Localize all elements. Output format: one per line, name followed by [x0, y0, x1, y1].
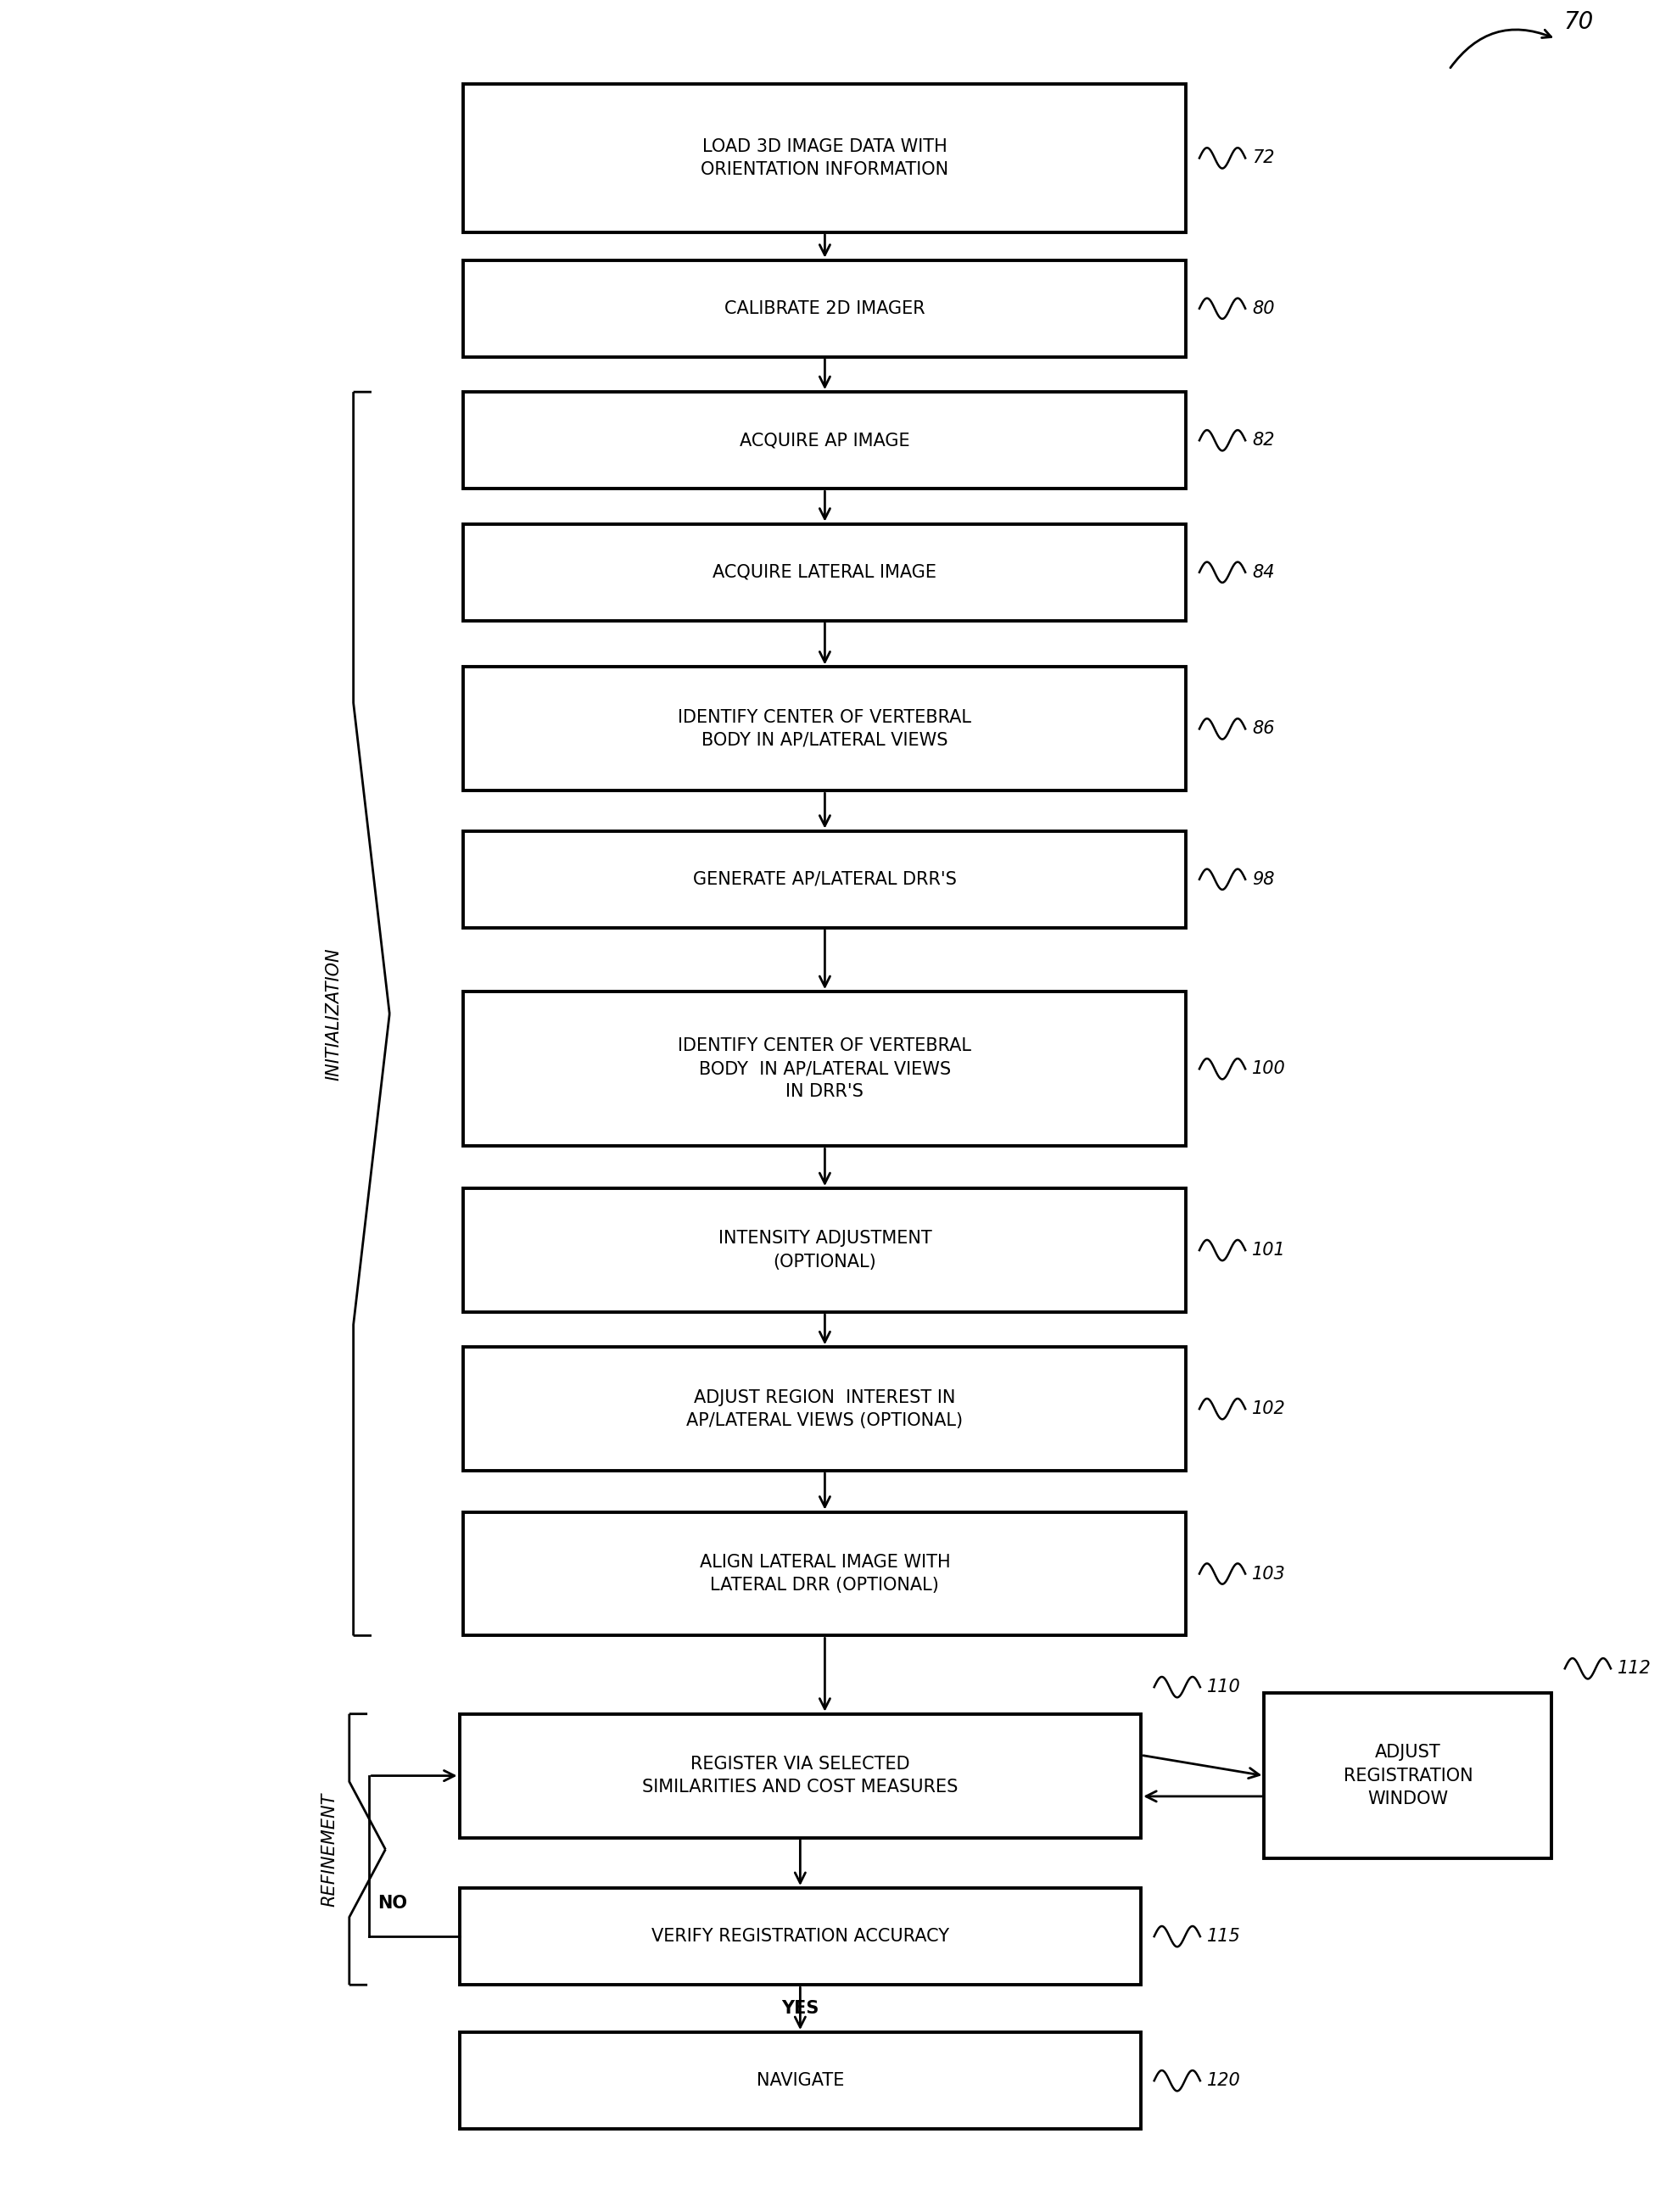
Text: INITIALIZATION: INITIALIZATION [325, 947, 342, 1079]
Text: ADJUST REGION  INTEREST IN
AP/LATERAL VIEWS (OPTIONAL): ADJUST REGION INTEREST IN AP/LATERAL VIE… [686, 1389, 963, 1429]
Text: 120: 120 [1207, 2073, 1240, 2088]
Text: CALIBRATE 2D IMAGER: CALIBRATE 2D IMAGER [724, 301, 925, 316]
Text: 110: 110 [1207, 1679, 1240, 1697]
FancyBboxPatch shape [460, 2033, 1140, 2130]
FancyBboxPatch shape [463, 1188, 1185, 1312]
Text: 103: 103 [1252, 1566, 1285, 1582]
FancyBboxPatch shape [463, 261, 1185, 356]
Text: INTENSITY ADJUSTMENT
(OPTIONAL): INTENSITY ADJUSTMENT (OPTIONAL) [717, 1230, 931, 1270]
FancyBboxPatch shape [463, 524, 1185, 622]
Text: NAVIGATE: NAVIGATE [755, 2073, 843, 2088]
FancyBboxPatch shape [463, 991, 1185, 1146]
Text: YES: YES [780, 2000, 818, 2017]
Text: 72: 72 [1252, 150, 1273, 166]
Text: 84: 84 [1252, 564, 1273, 582]
Text: IDENTIFY CENTER OF VERTEBRAL
BODY IN AP/LATERAL VIEWS: IDENTIFY CENTER OF VERTEBRAL BODY IN AP/… [677, 708, 971, 750]
FancyBboxPatch shape [463, 668, 1185, 790]
Text: VERIFY REGISTRATION ACCURACY: VERIFY REGISTRATION ACCURACY [651, 1929, 948, 1944]
Text: REFINEMENT: REFINEMENT [320, 1792, 339, 1907]
Text: 101: 101 [1252, 1241, 1285, 1259]
Text: 82: 82 [1252, 431, 1273, 449]
Text: NO: NO [377, 1896, 407, 1911]
Text: 100: 100 [1252, 1060, 1285, 1077]
Text: LOAD 3D IMAGE DATA WITH
ORIENTATION INFORMATION: LOAD 3D IMAGE DATA WITH ORIENTATION INFO… [701, 137, 948, 179]
FancyBboxPatch shape [1263, 1694, 1550, 1858]
FancyBboxPatch shape [460, 1889, 1140, 1984]
FancyBboxPatch shape [463, 832, 1185, 927]
FancyBboxPatch shape [463, 84, 1185, 232]
FancyBboxPatch shape [463, 1513, 1185, 1635]
FancyBboxPatch shape [460, 1714, 1140, 1838]
Text: ACQUIRE LATERAL IMAGE: ACQUIRE LATERAL IMAGE [712, 564, 936, 582]
Text: IDENTIFY CENTER OF VERTEBRAL
BODY  IN AP/LATERAL VIEWS
IN DRR'S: IDENTIFY CENTER OF VERTEBRAL BODY IN AP/… [677, 1037, 971, 1099]
Text: ALIGN LATERAL IMAGE WITH
LATERAL DRR (OPTIONAL): ALIGN LATERAL IMAGE WITH LATERAL DRR (OP… [699, 1553, 950, 1595]
FancyBboxPatch shape [463, 1347, 1185, 1471]
Text: ADJUST
REGISTRATION
WINDOW: ADJUST REGISTRATION WINDOW [1343, 1745, 1472, 1807]
Text: REGISTER VIA SELECTED
SIMILARITIES AND COST MEASURES: REGISTER VIA SELECTED SIMILARITIES AND C… [642, 1756, 958, 1796]
Text: 70: 70 [1562, 11, 1592, 33]
FancyBboxPatch shape [463, 392, 1185, 489]
Text: 98: 98 [1252, 872, 1273, 887]
Text: 86: 86 [1252, 721, 1273, 737]
Text: ACQUIRE AP IMAGE: ACQUIRE AP IMAGE [739, 431, 910, 449]
Text: 115: 115 [1207, 1929, 1240, 1944]
Text: GENERATE AP/LATERAL DRR'S: GENERATE AP/LATERAL DRR'S [692, 872, 956, 887]
Text: 112: 112 [1617, 1659, 1650, 1677]
Text: 80: 80 [1252, 301, 1273, 316]
Text: 102: 102 [1252, 1400, 1285, 1418]
